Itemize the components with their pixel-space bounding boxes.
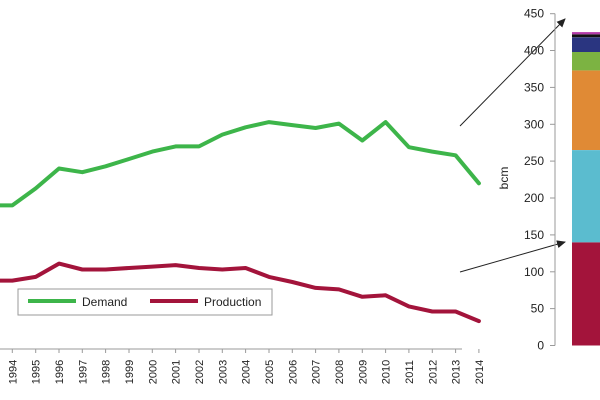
stack-segment-5 [572,34,600,38]
x-tick-label: 1994 [7,360,19,384]
x-tick-label: 2013 [451,360,463,384]
stack-tick-label: 150 [524,228,544,242]
stack-segment-6 [572,32,600,35]
legend: Demand Production [17,288,273,316]
stack-segment-2 [572,70,600,150]
legend-label-demand: Demand [82,295,127,309]
demand-callout-arrow [459,18,566,127]
stack-tick-label: 450 [524,7,544,21]
stack-ylabel: bcm [497,167,511,190]
x-tick-label: 2005 [264,360,276,384]
stack-tick-label: 300 [524,117,544,131]
series-line-production [0,261,481,324]
stack-tick-label: 200 [524,191,544,205]
stack-tick-label: 0 [537,339,544,353]
x-axis-ticks: 1994 1995 1996 1997 1998 1999 2000 2001 2002 2003… [0,348,486,384]
stack-segments [572,32,600,346]
stack-tick-label: 350 [524,80,544,94]
x-tick-label: 2007 [311,360,323,384]
production-callout-arrow [459,240,566,273]
x-tick-label: 2014 [474,360,486,384]
x-tick-label: 2004 [241,360,253,384]
x-tick-label: 2010 [381,360,393,384]
x-tick-label: 1996 [54,360,66,384]
series-line-demand [0,120,481,208]
series-group [0,120,481,324]
legend-label-production: Production [204,295,261,309]
stack-tick-label: 100 [524,265,544,279]
stack-tick-label: 50 [531,302,545,316]
x-tick-label: 2006 [287,360,299,384]
x-tick-label: 2003 [217,360,229,384]
line-chart: 1994 1995 1996 1997 1998 1999 2000 2001 2002 2003… [0,18,566,384]
stack-segment-3 [572,52,600,71]
stack-y-axis: 0 50 100 150 200 250 300 350 400 450 [524,7,556,353]
x-tick-label: 2008 [334,360,346,384]
x-tick-label: 2011 [404,360,416,384]
stack-segment-4 [572,37,600,52]
x-tick-label: 1995 [31,360,43,384]
x-tick-label: 2001 [171,360,183,384]
stacked-bar-chart: 0 50 100 150 200 250 300 350 400 450 bcm [497,7,600,353]
stack-segment-1 [572,150,600,243]
x-tick-label: 1998 [101,360,113,384]
stack-tick-label: 250 [524,154,544,168]
x-tick-label: 1999 [124,360,136,384]
stack-tick-label: 400 [524,44,544,58]
x-tick-label: 2012 [427,360,439,384]
x-tick-label: 1997 [77,360,89,384]
x-tick-label: 2002 [194,360,206,384]
x-tick-label: 2000 [147,360,159,384]
x-tick-label: 2009 [357,360,369,384]
stack-segment-0 [572,242,600,346]
